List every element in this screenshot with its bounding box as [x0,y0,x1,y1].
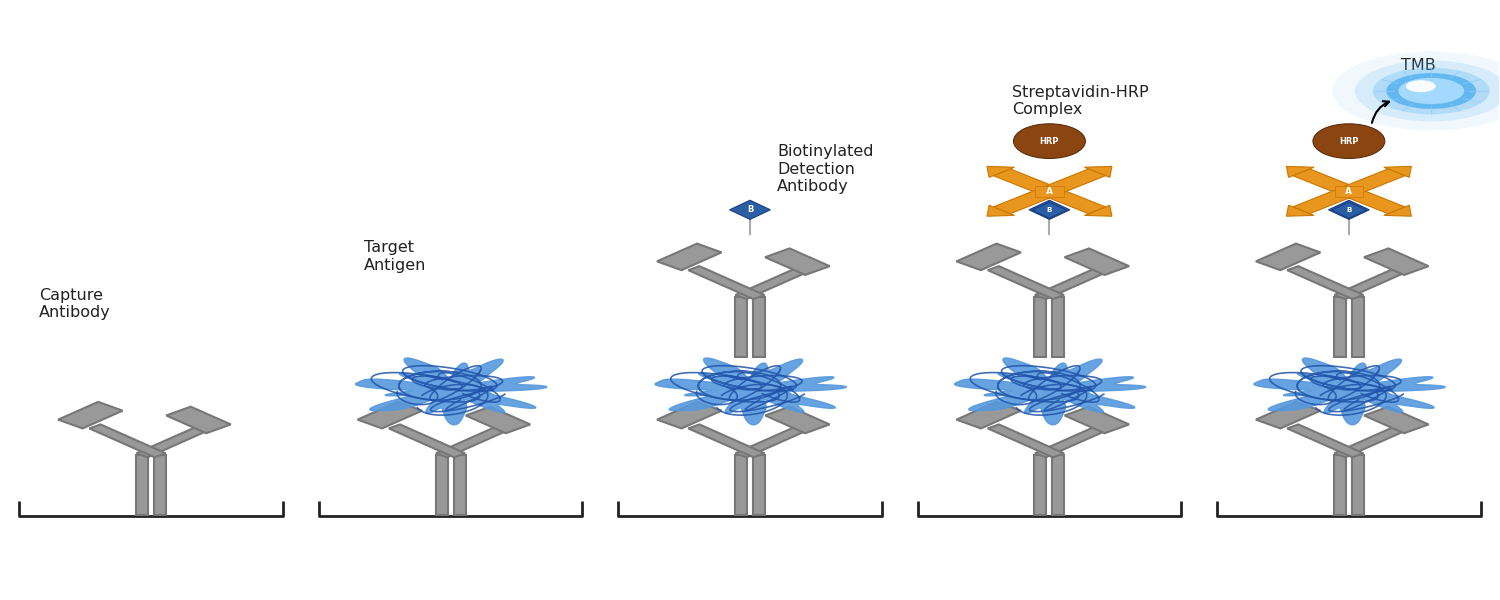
Polygon shape [58,402,123,428]
Polygon shape [1256,244,1320,270]
Polygon shape [765,248,830,275]
Polygon shape [993,169,1058,194]
Polygon shape [1384,166,1411,178]
Text: B: B [1047,207,1052,213]
Polygon shape [1065,248,1130,275]
Text: HRP: HRP [1340,137,1359,146]
Text: HRP: HRP [1040,137,1059,146]
Bar [1335,185,1364,197]
Polygon shape [1041,169,1106,194]
Bar [1053,455,1065,515]
Polygon shape [356,358,548,425]
Text: TMB: TMB [1401,58,1435,73]
Polygon shape [1293,188,1358,214]
Polygon shape [957,402,1022,428]
Polygon shape [1364,248,1428,275]
Text: B: B [1346,207,1352,213]
Polygon shape [1029,200,1069,220]
Polygon shape [1287,424,1364,457]
Bar [136,455,148,515]
Polygon shape [657,244,722,270]
Text: B: B [1346,205,1352,214]
Polygon shape [90,424,165,457]
Polygon shape [436,424,513,457]
Bar [735,455,747,515]
Text: B: B [1047,205,1053,214]
Polygon shape [735,424,812,457]
Polygon shape [1341,188,1406,214]
Bar [154,455,166,515]
Polygon shape [987,266,1064,299]
Polygon shape [729,200,771,220]
Circle shape [1372,68,1490,114]
Polygon shape [987,166,1014,178]
Text: A: A [1346,187,1353,196]
Bar [1035,455,1047,515]
Polygon shape [1335,266,1410,299]
Text: B: B [747,205,753,214]
Bar [1352,455,1364,515]
Polygon shape [1035,424,1112,457]
Ellipse shape [1014,124,1086,158]
Bar [735,297,747,357]
Bar [1035,185,1064,197]
Bar [1334,455,1346,515]
Polygon shape [993,188,1058,214]
Polygon shape [1032,202,1066,218]
Polygon shape [1293,169,1358,194]
Polygon shape [1035,266,1112,299]
Polygon shape [1256,402,1320,428]
Text: Target
Antigen: Target Antigen [363,240,426,272]
Polygon shape [1084,205,1112,216]
Polygon shape [166,407,231,433]
Polygon shape [735,266,812,299]
Bar [753,455,765,515]
Polygon shape [1384,205,1411,216]
Polygon shape [987,424,1064,457]
Polygon shape [954,358,1146,425]
Polygon shape [1341,169,1406,194]
Polygon shape [688,424,765,457]
Polygon shape [1287,266,1364,299]
Polygon shape [357,402,422,428]
Polygon shape [957,244,1022,270]
Bar [753,297,765,357]
Polygon shape [1364,407,1428,433]
Polygon shape [656,358,846,425]
Text: Capture
Antibody: Capture Antibody [39,288,111,320]
Circle shape [1406,80,1435,92]
Polygon shape [1254,358,1446,425]
Bar [453,455,465,515]
Bar [1035,297,1047,357]
Bar [1334,297,1346,357]
Circle shape [1398,78,1464,104]
Circle shape [1332,52,1500,130]
Polygon shape [1329,200,1370,220]
Polygon shape [388,424,465,457]
Bar [1053,297,1065,357]
Polygon shape [1335,424,1410,457]
Polygon shape [765,407,830,433]
Polygon shape [657,402,722,428]
Polygon shape [1287,205,1314,216]
Polygon shape [688,266,765,299]
Polygon shape [1332,202,1366,218]
Ellipse shape [1312,124,1384,158]
Bar [1352,297,1364,357]
Circle shape [1386,73,1476,109]
Text: Streptavidin-HRP
Complex: Streptavidin-HRP Complex [1013,85,1149,118]
Polygon shape [465,407,530,433]
Text: A: A [1046,187,1053,196]
Polygon shape [1041,188,1106,214]
Text: Biotinylated
Detection
Antibody: Biotinylated Detection Antibody [777,145,873,194]
Bar [435,455,447,515]
Polygon shape [1065,407,1130,433]
Circle shape [1354,61,1500,121]
Polygon shape [1084,166,1112,178]
Polygon shape [987,205,1014,216]
Polygon shape [1287,166,1314,178]
Polygon shape [136,424,213,457]
